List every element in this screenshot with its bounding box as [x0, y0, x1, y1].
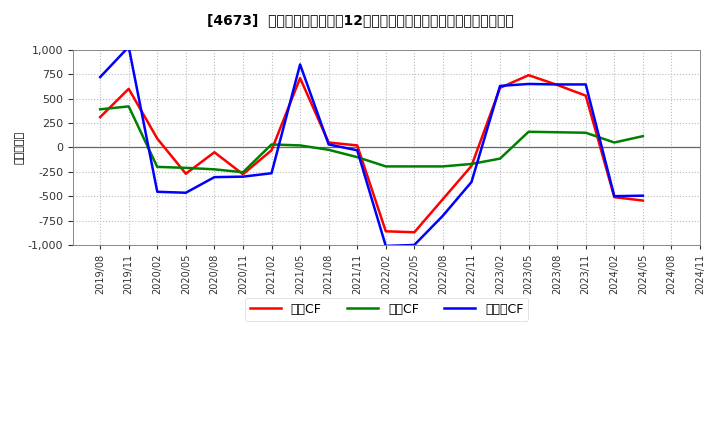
投資CF	[353, 154, 361, 160]
フリーCF	[553, 82, 562, 87]
営業CF	[153, 136, 161, 141]
営業CF	[610, 194, 618, 200]
フリーCF	[153, 189, 161, 194]
投資CF	[582, 130, 590, 136]
投資CF	[553, 130, 562, 135]
Text: [4673]  キャッシュフローの12か月移動合計の対前年同期増減額の推移: [4673] キャッシュフローの12か月移動合計の対前年同期増減額の推移	[207, 13, 513, 27]
営業CF	[324, 140, 333, 145]
営業CF	[438, 196, 447, 202]
営業CF	[524, 73, 533, 78]
フリーCF	[467, 180, 476, 185]
営業CF	[96, 114, 104, 120]
投資CF	[496, 156, 505, 161]
営業CF	[125, 86, 133, 92]
営業CF	[467, 163, 476, 169]
フリーCF	[438, 213, 447, 218]
投資CF	[639, 133, 647, 139]
投資CF	[267, 142, 276, 147]
投資CF	[96, 106, 104, 112]
営業CF	[496, 85, 505, 91]
営業CF	[553, 82, 562, 88]
フリーCF	[382, 243, 390, 249]
営業CF	[267, 148, 276, 153]
フリーCF	[324, 142, 333, 147]
営業CF	[181, 171, 190, 176]
営業CF	[210, 150, 219, 155]
営業CF	[238, 172, 247, 177]
Line: 投資CF: 投資CF	[100, 106, 643, 172]
投資CF	[438, 164, 447, 169]
投資CF	[524, 129, 533, 134]
フリーCF	[181, 190, 190, 195]
投資CF	[467, 161, 476, 167]
投資CF	[210, 167, 219, 172]
営業CF	[410, 230, 418, 235]
投資CF	[324, 147, 333, 152]
フリーCF	[610, 194, 618, 199]
フリーCF	[410, 242, 418, 248]
フリーCF	[267, 171, 276, 176]
Line: 営業CF: 営業CF	[100, 75, 643, 232]
営業CF	[353, 143, 361, 148]
フリーCF	[210, 175, 219, 180]
投資CF	[238, 169, 247, 175]
投資CF	[181, 165, 190, 171]
投資CF	[382, 164, 390, 169]
投資CF	[410, 164, 418, 169]
Legend: 営業CF, 投資CF, フリーCF: 営業CF, 投資CF, フリーCF	[245, 298, 528, 321]
営業CF	[639, 198, 647, 203]
投資CF	[153, 164, 161, 169]
フリーCF	[238, 174, 247, 179]
フリーCF	[353, 148, 361, 153]
フリーCF	[639, 193, 647, 198]
フリーCF	[96, 74, 104, 80]
投資CF	[125, 104, 133, 109]
フリーCF	[496, 83, 505, 88]
Y-axis label: （百万円）: （百万円）	[15, 131, 25, 164]
営業CF	[382, 229, 390, 234]
営業CF	[296, 75, 305, 81]
営業CF	[582, 93, 590, 98]
フリーCF	[296, 62, 305, 67]
投資CF	[296, 143, 305, 148]
フリーCF	[524, 81, 533, 87]
フリーCF	[582, 82, 590, 87]
投資CF	[610, 140, 618, 145]
Line: フリーCF: フリーCF	[100, 47, 643, 246]
フリーCF	[125, 44, 133, 50]
